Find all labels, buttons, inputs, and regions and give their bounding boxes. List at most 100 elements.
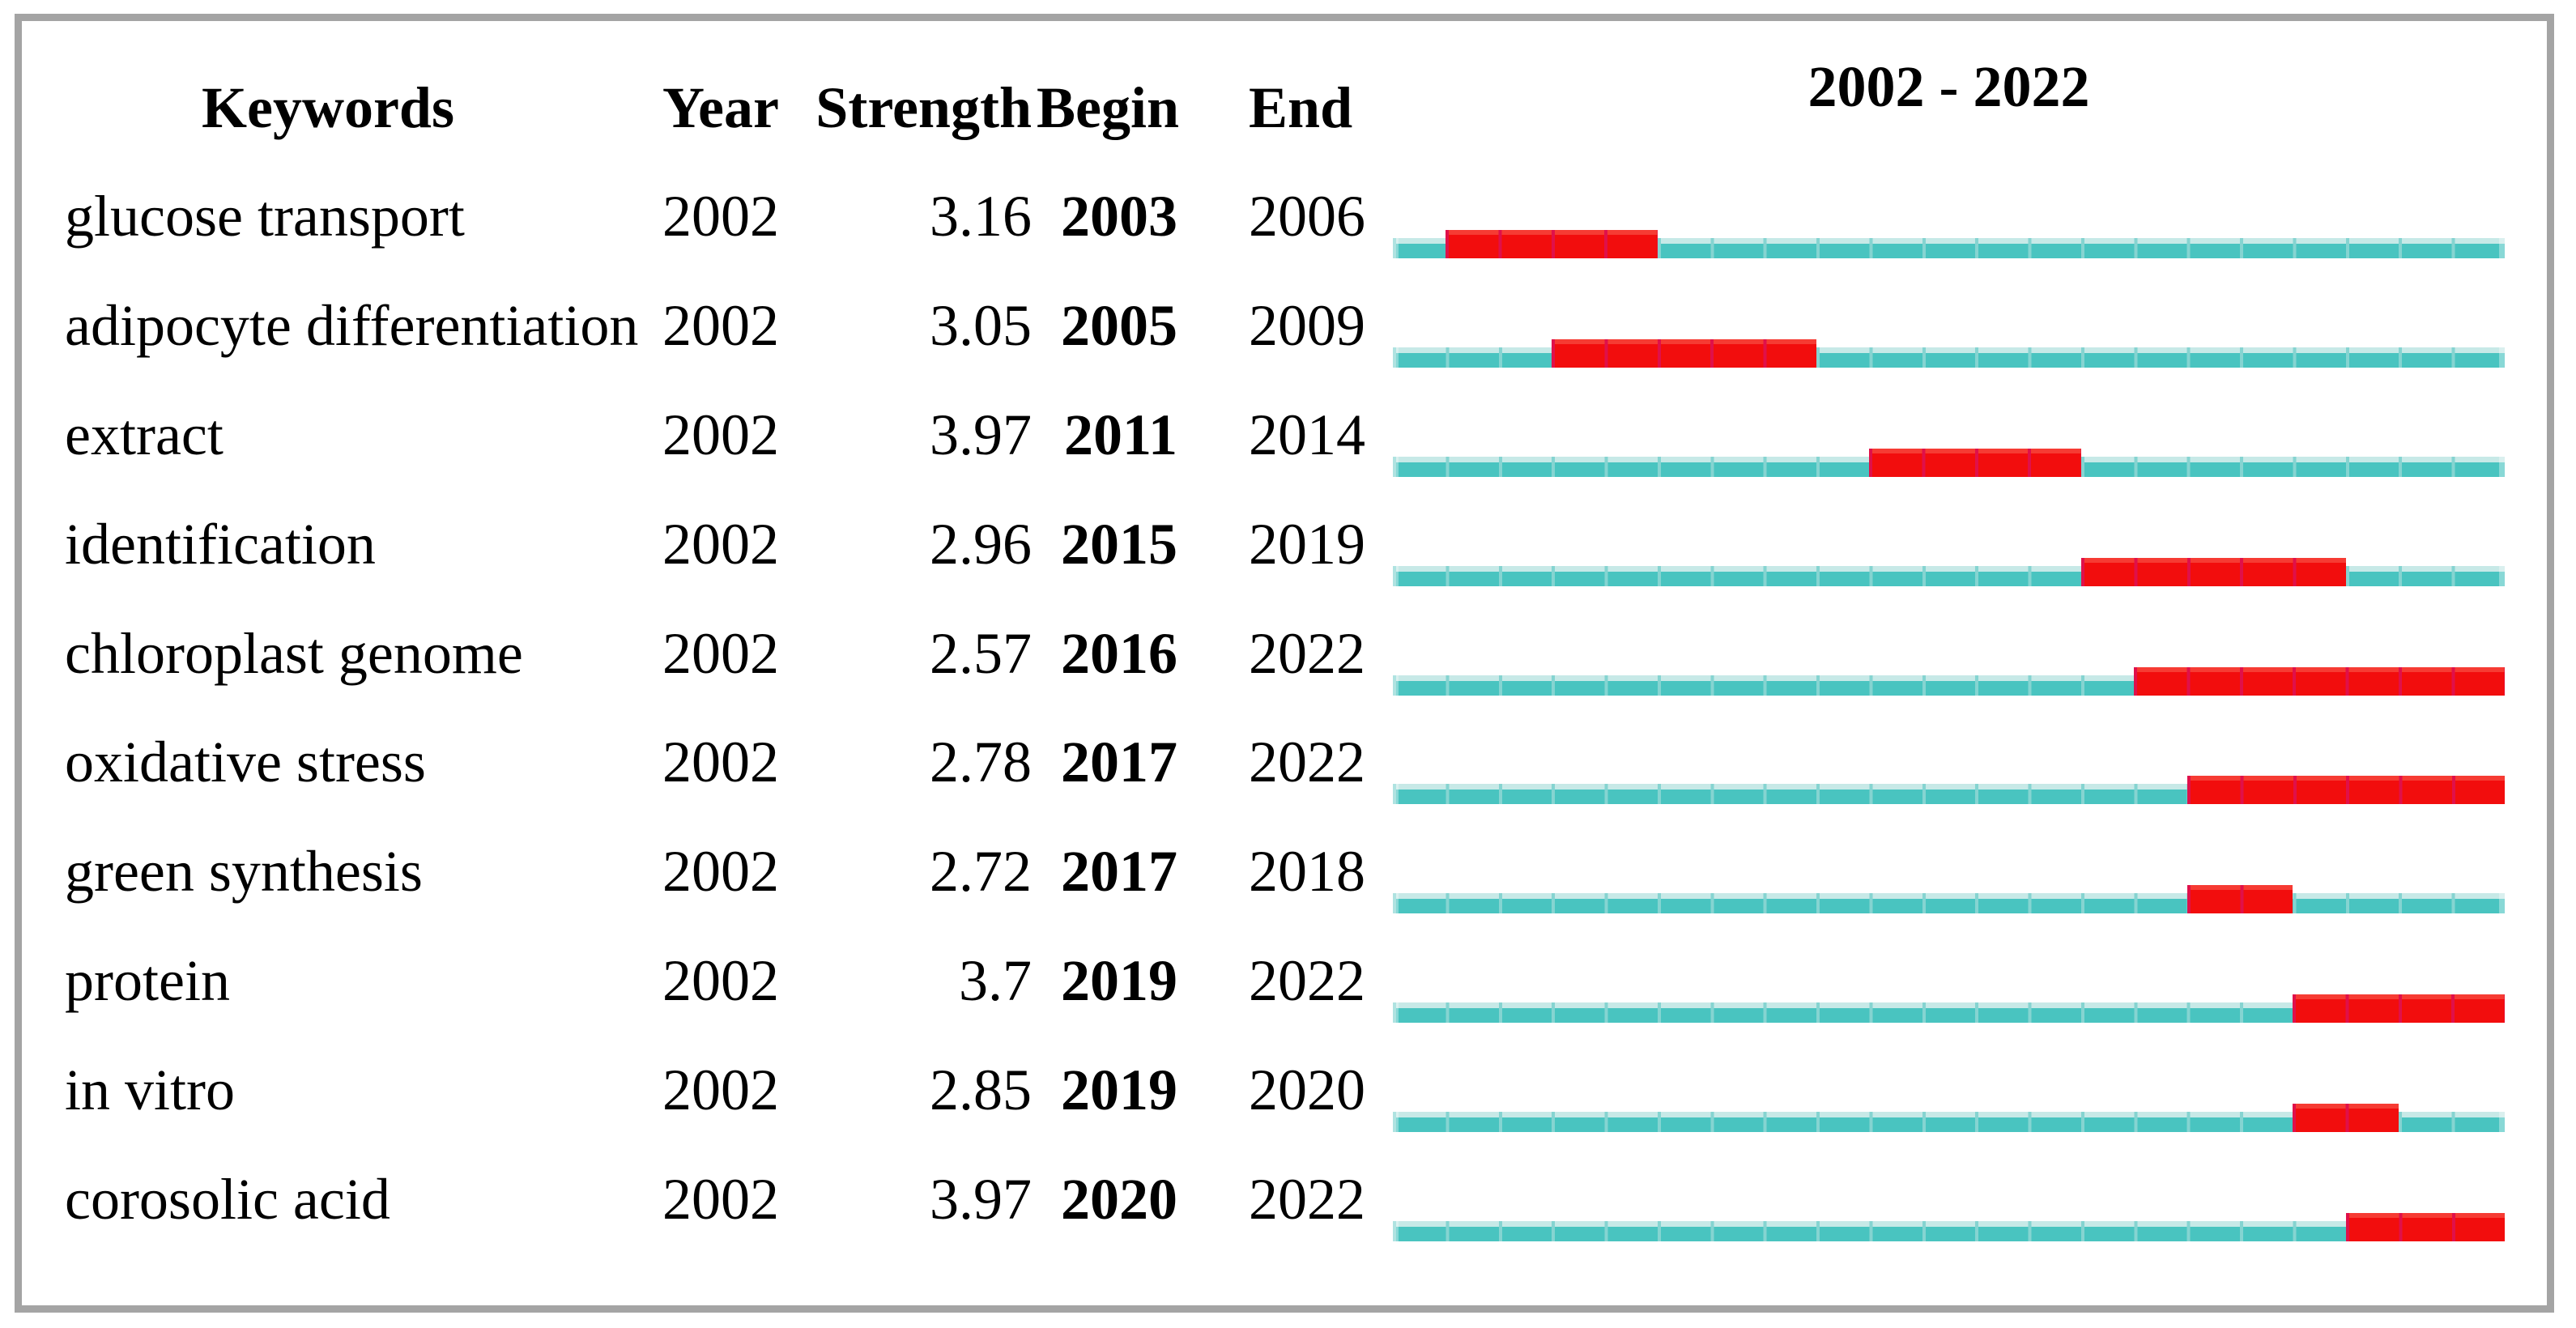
begin-value: 2016 xyxy=(1061,620,1177,686)
burst-bar xyxy=(2186,885,2293,914)
timeline-cell xyxy=(1377,812,2576,922)
timeline-cell xyxy=(1377,1031,2576,1140)
begin-value: 2019 xyxy=(1061,948,1177,1014)
table-row: protein 2002 3.7 2019 2022 xyxy=(0,922,2576,1031)
figure-border-frame xyxy=(15,14,2554,1313)
table-row: extract 2002 3.97 2011 2014 xyxy=(0,376,2576,485)
header-year: Year xyxy=(662,74,779,140)
timeline-track xyxy=(1393,994,2505,1024)
keyword-label: in vitro xyxy=(65,1058,235,1123)
keyword-label: extract xyxy=(65,402,224,467)
keyword-label: chloroplast genome xyxy=(65,620,523,686)
begin-value: 2017 xyxy=(1061,839,1177,904)
year-value: 2002 xyxy=(662,183,779,249)
header-timeline: 2002 - 2022 xyxy=(1377,49,2576,158)
timeline-track xyxy=(1393,338,2505,368)
strength-value: 2.85 xyxy=(930,1058,1032,1123)
timeline-cell xyxy=(1377,1140,2576,1249)
burst-bar xyxy=(1552,338,1817,368)
table-row: oxidative stress 2002 2.78 2017 2022 xyxy=(0,703,2576,812)
begin-value: 2017 xyxy=(1061,730,1177,795)
begin-value: 2005 xyxy=(1061,292,1177,358)
begin-value: 2020 xyxy=(1061,1166,1177,1232)
end-value: 2022 xyxy=(1249,730,1365,795)
timeline-cell xyxy=(1377,485,2576,594)
table-row: adipocyte differentiation 2002 3.05 2005… xyxy=(0,266,2576,376)
strength-value: 2.96 xyxy=(930,511,1032,577)
begin-value: 2019 xyxy=(1061,1058,1177,1123)
table-row: green synthesis 2002 2.72 2017 2018 xyxy=(0,812,2576,922)
burst-bar xyxy=(2186,776,2505,805)
header-begin: Begin xyxy=(1037,74,1180,140)
burst-bar xyxy=(2293,994,2505,1024)
timeline-track xyxy=(1393,666,2505,696)
table-row: in vitro 2002 2.85 2019 2020 xyxy=(0,1031,2576,1140)
timeline-track xyxy=(1393,1213,2505,1242)
year-value: 2002 xyxy=(662,402,779,467)
rows: glucose transport 2002 3.16 2003 2006 ad… xyxy=(0,157,2576,1249)
header-strength: Strength xyxy=(815,74,1032,140)
timeline-cell xyxy=(1377,922,2576,1031)
keyword-label: adipocyte differentiation xyxy=(65,292,639,358)
keyword-label: identification xyxy=(65,511,376,577)
end-value: 2018 xyxy=(1249,839,1365,904)
keyword-label: corosolic acid xyxy=(65,1166,390,1232)
timeline-track xyxy=(1393,885,2505,914)
strength-value: 2.57 xyxy=(930,620,1032,686)
timeline-track xyxy=(1393,776,2505,805)
year-value: 2002 xyxy=(662,1058,779,1123)
burst-bar xyxy=(2293,1104,2399,1133)
keyword-label: glucose transport xyxy=(65,183,465,249)
keyword-label: oxidative stress xyxy=(65,730,426,795)
year-value: 2002 xyxy=(662,839,779,904)
end-value: 2009 xyxy=(1249,292,1365,358)
year-value: 2002 xyxy=(662,730,779,795)
timeline-track xyxy=(1393,557,2505,586)
burst-bar xyxy=(2080,557,2346,586)
end-value: 2022 xyxy=(1249,620,1365,686)
keyword-label: green synthesis xyxy=(65,839,423,904)
begin-value: 2011 xyxy=(1063,402,1177,467)
timeline-track xyxy=(1393,230,2505,258)
timeline-cell xyxy=(1377,703,2576,812)
timeline-range-title: 2002 - 2022 xyxy=(1807,53,2090,119)
strength-value: 3.97 xyxy=(930,1166,1032,1232)
timeline-track xyxy=(1393,1104,2505,1133)
end-value: 2014 xyxy=(1249,402,1365,467)
year-value: 2002 xyxy=(662,292,779,358)
strength-value: 3.16 xyxy=(930,183,1032,249)
strength-value: 2.72 xyxy=(930,839,1032,904)
keyword-label: protein xyxy=(65,948,230,1014)
timeline-cell xyxy=(1377,376,2576,485)
year-value: 2002 xyxy=(662,511,779,577)
burst-bar xyxy=(2345,1213,2505,1242)
strength-value: 3.05 xyxy=(930,292,1032,358)
strength-value: 3.97 xyxy=(930,402,1032,467)
year-value: 2002 xyxy=(662,1166,779,1232)
timeline-cell xyxy=(1377,266,2576,376)
timeline-track xyxy=(1393,448,2505,477)
burst-bar xyxy=(1446,230,1658,258)
strength-value: 3.7 xyxy=(959,948,1032,1014)
year-value: 2002 xyxy=(662,620,779,686)
year-value: 2002 xyxy=(662,948,779,1014)
timeline-cell xyxy=(1377,594,2576,704)
end-value: 2020 xyxy=(1249,1058,1365,1123)
header-end: End xyxy=(1249,74,1353,140)
table-row: glucose transport 2002 3.16 2003 2006 xyxy=(0,157,2576,266)
end-value: 2019 xyxy=(1249,511,1365,577)
burst-bar xyxy=(1869,448,2081,477)
begin-value: 2003 xyxy=(1061,183,1177,249)
timeline-cell xyxy=(1377,157,2576,266)
burst-bar xyxy=(2134,666,2505,696)
end-value: 2022 xyxy=(1249,948,1365,1014)
table-row: chloroplast genome 2002 2.57 2016 2022 xyxy=(0,594,2576,704)
begin-value: 2015 xyxy=(1061,511,1177,577)
end-value: 2006 xyxy=(1249,183,1365,249)
table-row: identification 2002 2.96 2015 2019 xyxy=(0,485,2576,594)
table-header-row: Keywords Year Strength Begin End 2002 - … xyxy=(0,47,2576,159)
header-keywords: Keywords xyxy=(202,74,454,140)
strength-value: 2.78 xyxy=(930,730,1032,795)
table-row: corosolic acid 2002 3.97 2020 2022 xyxy=(0,1140,2576,1249)
